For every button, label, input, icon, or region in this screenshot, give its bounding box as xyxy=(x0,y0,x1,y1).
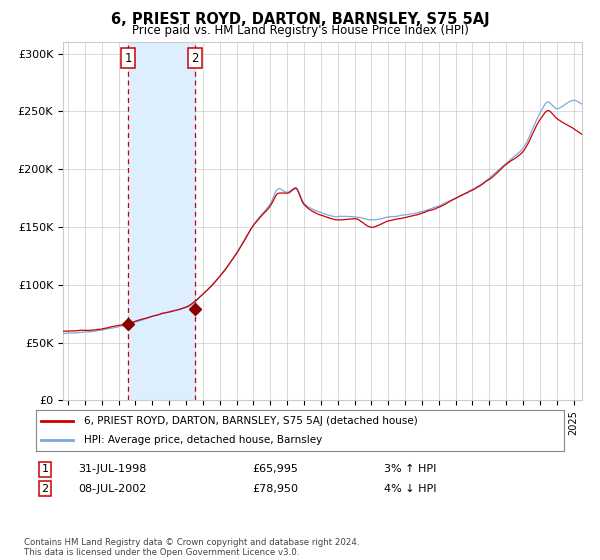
Text: Price paid vs. HM Land Registry's House Price Index (HPI): Price paid vs. HM Land Registry's House … xyxy=(131,24,469,37)
Text: Contains HM Land Registry data © Crown copyright and database right 2024.
This d: Contains HM Land Registry data © Crown c… xyxy=(24,538,359,557)
Text: 1: 1 xyxy=(125,52,132,64)
Bar xyxy=(128,42,195,400)
Text: 2: 2 xyxy=(191,52,199,64)
Text: 3% ↑ HPI: 3% ↑ HPI xyxy=(384,464,436,474)
Text: £78,950: £78,950 xyxy=(252,484,298,494)
Text: 6, PRIEST ROYD, DARTON, BARNSLEY, S75 5AJ (detached house): 6, PRIEST ROYD, DARTON, BARNSLEY, S75 5A… xyxy=(83,416,417,426)
Text: 2: 2 xyxy=(41,484,49,494)
Text: 08-JUL-2002: 08-JUL-2002 xyxy=(78,484,146,494)
Text: 1: 1 xyxy=(41,464,49,474)
Text: 4% ↓ HPI: 4% ↓ HPI xyxy=(384,484,437,494)
Text: £65,995: £65,995 xyxy=(252,464,298,474)
Text: 6, PRIEST ROYD, DARTON, BARNSLEY, S75 5AJ: 6, PRIEST ROYD, DARTON, BARNSLEY, S75 5A… xyxy=(110,12,490,27)
Text: HPI: Average price, detached house, Barnsley: HPI: Average price, detached house, Barn… xyxy=(83,435,322,445)
Text: 31-JUL-1998: 31-JUL-1998 xyxy=(78,464,146,474)
